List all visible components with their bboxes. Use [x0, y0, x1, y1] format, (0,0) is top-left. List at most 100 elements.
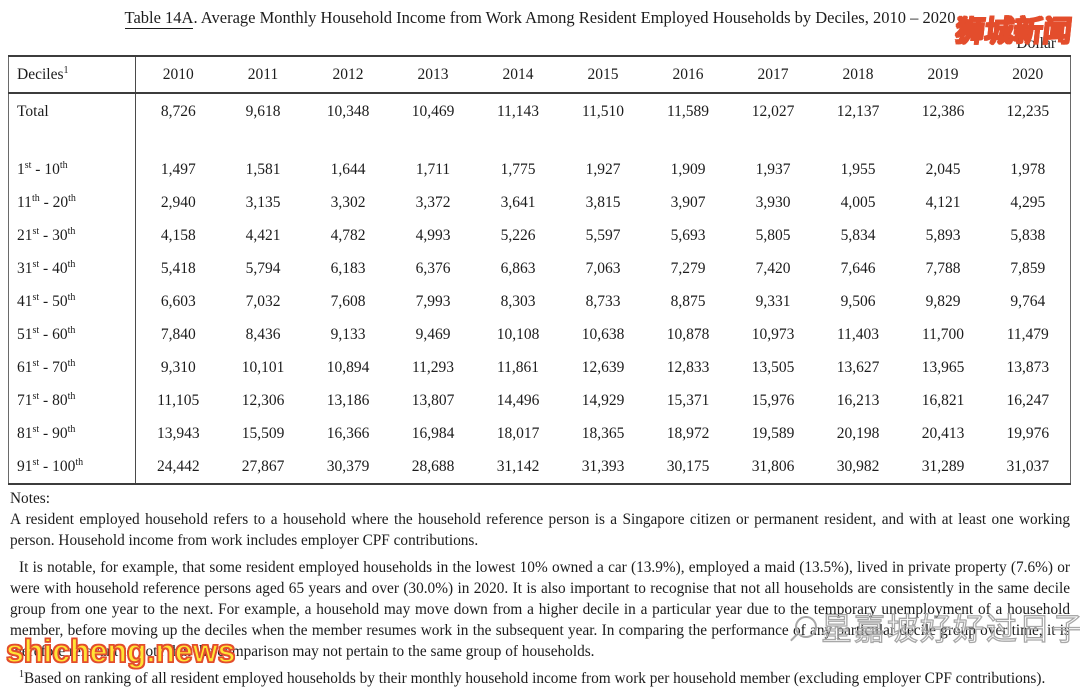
unit-label: Dollar — [1016, 35, 1056, 52]
row-label: 1st - 10th — [8, 153, 136, 186]
table-title-number: Table 14A — [124, 8, 194, 29]
table-cell: 20,413 — [921, 424, 965, 442]
table-cell: 12,386 — [921, 103, 965, 120]
table-cell: 1,978 — [1010, 160, 1046, 178]
row-label: 61st - 70th — [8, 351, 136, 384]
year-column-header: 2016 — [645, 56, 731, 94]
table-cell: 3,302 — [330, 193, 366, 211]
table-cell: 7,063 — [585, 259, 621, 277]
table-cell: 14,929 — [581, 391, 625, 409]
income-deciles-table: Deciles1 2010 2011 2012 2013 2014 2015 2016 201… — [8, 55, 1071, 485]
table-cell: 5,418 — [160, 259, 196, 277]
table-cell: 10,469 — [411, 103, 455, 120]
table-cell: 31,806 — [751, 457, 795, 475]
table-cell: 11,403 — [836, 325, 880, 343]
year-column-header: 2012 — [305, 56, 391, 94]
year-column-header: 2010 — [135, 56, 221, 94]
table-cell: 13,505 — [751, 358, 795, 376]
table-cell: 7,646 — [840, 259, 876, 277]
table-row: 51st - 60th 7,840 8,436 9,133 9,469 10,108 10,… — [8, 318, 1071, 351]
table-cell: 1,927 — [585, 160, 621, 178]
table-cell: 7,608 — [330, 292, 366, 310]
row-label: 51st - 60th — [8, 318, 136, 351]
table-cell: 3,930 — [755, 193, 791, 211]
table-cell: 20,198 — [836, 424, 880, 442]
table-row: 11th - 20th 2,940 3,135 3,302 3,372 3,641 3,81… — [8, 186, 1071, 219]
table-cell: 5,838 — [1010, 226, 1046, 244]
table-row: 41st - 50th 6,603 7,032 7,608 7,993 8,303 8,73… — [8, 285, 1071, 318]
table-cell: 13,807 — [411, 391, 455, 409]
table-cell: 6,863 — [500, 259, 536, 277]
table-cell: 3,815 — [585, 193, 621, 211]
table-row: 31st - 40th 5,418 5,794 6,183 6,376 6,863 7,06… — [8, 252, 1071, 285]
table-cell: 1,775 — [500, 160, 536, 178]
table-cell: 30,982 — [836, 457, 880, 475]
table-cell: 16,366 — [326, 424, 370, 442]
table-cell: 12,306 — [241, 391, 285, 409]
footnote-text: Based on ranking of all resident employe… — [24, 669, 1046, 687]
deciles-footnote-marker: 1 — [63, 64, 69, 76]
spacer-cell — [136, 130, 1071, 153]
table-cell: 5,794 — [245, 259, 281, 277]
table-cell: 10,348 — [326, 103, 370, 120]
table-cell: 10,101 — [241, 358, 285, 376]
table-cell: 30,379 — [326, 457, 370, 475]
year-column-header: 2017 — [730, 56, 816, 94]
table-cell: 9,310 — [160, 358, 196, 376]
table-row: 21st - 30th 4,158 4,421 4,782 4,993 5,226 5,59… — [8, 219, 1071, 252]
table-cell: 9,829 — [925, 292, 961, 310]
table-body: Total 8,726 9,618 10,348 10,469 11,143 11,510 1… — [8, 93, 1071, 484]
table-cell: 4,782 — [330, 226, 366, 244]
table-cell: 27,867 — [241, 457, 285, 475]
note-paragraph-2: It is notable, for example, that some re… — [10, 558, 1070, 660]
year-column-header: 2018 — [815, 56, 901, 94]
table-cell: 3,372 — [415, 193, 451, 211]
table-cell: 18,972 — [666, 424, 710, 442]
table-cell: 5,597 — [585, 226, 621, 244]
year-column-header: 2020 — [985, 56, 1071, 94]
table-cell: 11,143 — [496, 103, 540, 120]
table-cell: 9,764 — [1010, 292, 1046, 310]
table-cell: 13,627 — [836, 358, 880, 376]
table-cell: 12,027 — [751, 103, 795, 120]
table-row: 71st - 80th 11,105 12,306 13,186 13,807 14,49… — [8, 384, 1071, 417]
table-cell: 1,955 — [840, 160, 876, 178]
table-cell: 15,509 — [241, 424, 285, 442]
table-cell: 1,644 — [330, 160, 366, 178]
table-cell: 8,733 — [585, 292, 621, 310]
table-cell: 4,993 — [415, 226, 451, 244]
table-cell: 10,973 — [751, 325, 795, 343]
table-cell: 3,641 — [500, 193, 536, 211]
table-cell: 7,420 — [755, 259, 791, 277]
table-row: 81st - 90th 13,943 15,509 16,366 16,984 18,01… — [8, 417, 1071, 450]
table-cell: 12,235 — [1006, 103, 1050, 120]
table-cell: 8,726 — [160, 103, 196, 120]
table-row: Total 8,726 9,618 10,348 10,469 11,143 11,510 1… — [8, 93, 1071, 130]
row-label: 31st - 40th — [8, 252, 136, 285]
row-label: 81st - 90th — [8, 417, 136, 450]
table-cell: 9,506 — [840, 292, 876, 310]
table-cell: 13,873 — [1006, 358, 1050, 376]
table-row: 1st - 10th 1,497 1,581 1,644 1,711 1,775 1,927… — [8, 153, 1071, 186]
table-cell: 19,589 — [751, 424, 795, 442]
table-cell: 18,017 — [496, 424, 540, 442]
table-cell: 2,045 — [925, 160, 961, 178]
table-cell: 12,639 — [581, 358, 625, 376]
table-cell: 5,893 — [925, 226, 961, 244]
table-cell: 18,365 — [581, 424, 625, 442]
row-label: 71st - 80th — [8, 384, 136, 417]
table-cell: 13,943 — [156, 424, 200, 442]
table-cell: 13,186 — [326, 391, 370, 409]
table-cell: 8,303 — [500, 292, 536, 310]
footnote-marker: 1 — [19, 668, 24, 680]
table-cell: 10,108 — [496, 325, 540, 343]
table-cell: 16,984 — [411, 424, 455, 442]
table-cell: 31,289 — [921, 457, 965, 475]
table-cell: 15,976 — [751, 391, 795, 409]
table-cell: 9,469 — [415, 325, 451, 343]
table-cell: 16,247 — [1006, 391, 1050, 409]
table-cell: 7,279 — [670, 259, 706, 277]
table-spacer-row — [8, 130, 1071, 153]
table-cell: 11,700 — [921, 325, 965, 343]
table-cell: 5,693 — [670, 226, 706, 244]
